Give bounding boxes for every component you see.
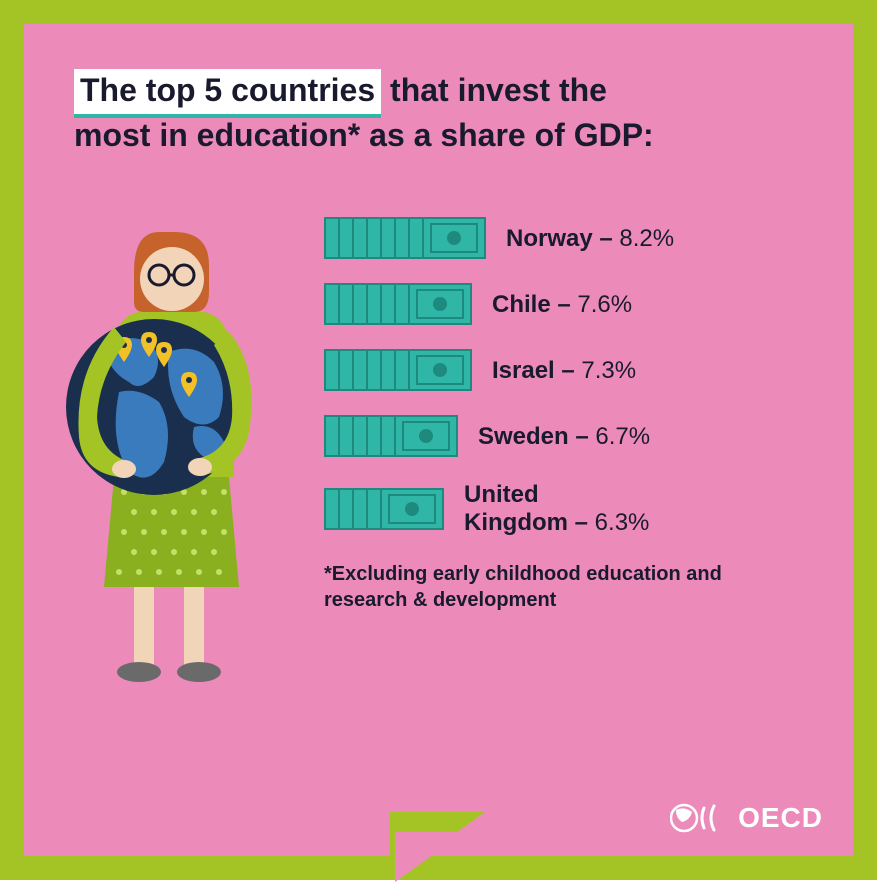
- country-name: Israel: [492, 357, 555, 384]
- bill-edge: [324, 349, 338, 391]
- shoe-right: [177, 662, 221, 682]
- country-value: 7.3%: [581, 357, 636, 384]
- bill-edge: [352, 283, 366, 325]
- bill-edge: [380, 283, 394, 325]
- country-label: UnitedKingdom – 6.3%: [464, 481, 649, 536]
- bill-edge: [338, 283, 352, 325]
- footnote-text: *Excluding early childhood education and…: [324, 561, 803, 613]
- leg-left: [134, 587, 154, 667]
- title-block: The top 5 countries that invest the most…: [74, 69, 803, 157]
- bill-edge: [338, 217, 352, 259]
- bill-edge: [338, 488, 352, 530]
- person-globe-illustration: [64, 217, 314, 702]
- illustration-svg: [64, 217, 314, 697]
- bill-edge: [324, 217, 338, 259]
- country-value: 6.3%: [595, 509, 650, 536]
- country-value: 6.7%: [595, 423, 650, 450]
- title-highlight: The top 5 countries: [74, 69, 381, 114]
- money-stack-icon: [324, 217, 486, 259]
- bill-edge: [380, 217, 394, 259]
- bill-face: [380, 488, 444, 530]
- bill-face: [422, 217, 486, 259]
- bill-edge: [394, 217, 408, 259]
- bill-edge: [324, 488, 338, 530]
- bill-edge: [352, 488, 366, 530]
- country-name: UnitedKingdom: [464, 481, 568, 536]
- bill-edge: [366, 349, 380, 391]
- bill-edge: [394, 283, 408, 325]
- title-text-1: that invest the: [381, 72, 607, 108]
- bill-edge: [324, 283, 338, 325]
- country-label: Israel – 7.3%: [492, 357, 636, 385]
- bill-edge: [366, 488, 380, 530]
- hand-right: [188, 458, 212, 476]
- oecd-logo-text: OECD: [738, 802, 823, 834]
- country-label: Norway – 8.2%: [506, 225, 674, 253]
- oecd-logo-icon: [670, 800, 730, 836]
- country-name: Sweden: [478, 423, 569, 450]
- bill-face: [408, 283, 472, 325]
- country-label: Sweden – 6.7%: [478, 423, 650, 451]
- data-column: Norway – 8.2% Chile – 7.6% Israel – 7.3% Sw…: [324, 207, 803, 612]
- money-stack-icon: [324, 488, 444, 530]
- bill-edge: [366, 283, 380, 325]
- bill-edge: [408, 217, 422, 259]
- bill-edge: [380, 415, 394, 457]
- country-value: 7.6%: [577, 291, 632, 318]
- country-name: Chile: [492, 291, 551, 318]
- title-text-2: most in education* as a share of GDP:: [74, 117, 654, 153]
- bill-face: [408, 349, 472, 391]
- shoe-left: [117, 662, 161, 682]
- money-stack-icon: [324, 415, 458, 457]
- data-row: Chile – 7.6%: [324, 283, 803, 325]
- oecd-logo: OECD: [670, 800, 823, 836]
- data-row: Norway – 8.2%: [324, 217, 803, 259]
- country-name: Norway: [506, 225, 593, 252]
- money-stack-icon: [324, 283, 472, 325]
- data-row: Sweden – 6.7%: [324, 415, 803, 457]
- bill-edge: [394, 349, 408, 391]
- hand-left: [112, 460, 136, 478]
- country-label: Chile – 7.6%: [492, 291, 632, 319]
- bill-edge: [352, 415, 366, 457]
- content-row: Norway – 8.2% Chile – 7.6% Israel – 7.3% Sw…: [74, 207, 803, 702]
- bill-face: [394, 415, 458, 457]
- outer-frame: The top 5 countries that invest the most…: [0, 0, 877, 880]
- country-value: 8.2%: [619, 225, 674, 252]
- money-stack-icon: [324, 349, 472, 391]
- bill-edge: [352, 217, 366, 259]
- bill-edge: [352, 349, 366, 391]
- bill-edge: [324, 415, 338, 457]
- leg-right: [184, 587, 204, 667]
- bill-edge: [366, 217, 380, 259]
- speech-tail: [395, 832, 465, 882]
- bill-edge: [338, 349, 352, 391]
- infographic-panel: The top 5 countries that invest the most…: [24, 24, 853, 856]
- bill-edge: [338, 415, 352, 457]
- bill-edge: [366, 415, 380, 457]
- data-row: Israel – 7.3%: [324, 349, 803, 391]
- data-row: UnitedKingdom – 6.3%: [324, 481, 803, 536]
- bill-edge: [380, 349, 394, 391]
